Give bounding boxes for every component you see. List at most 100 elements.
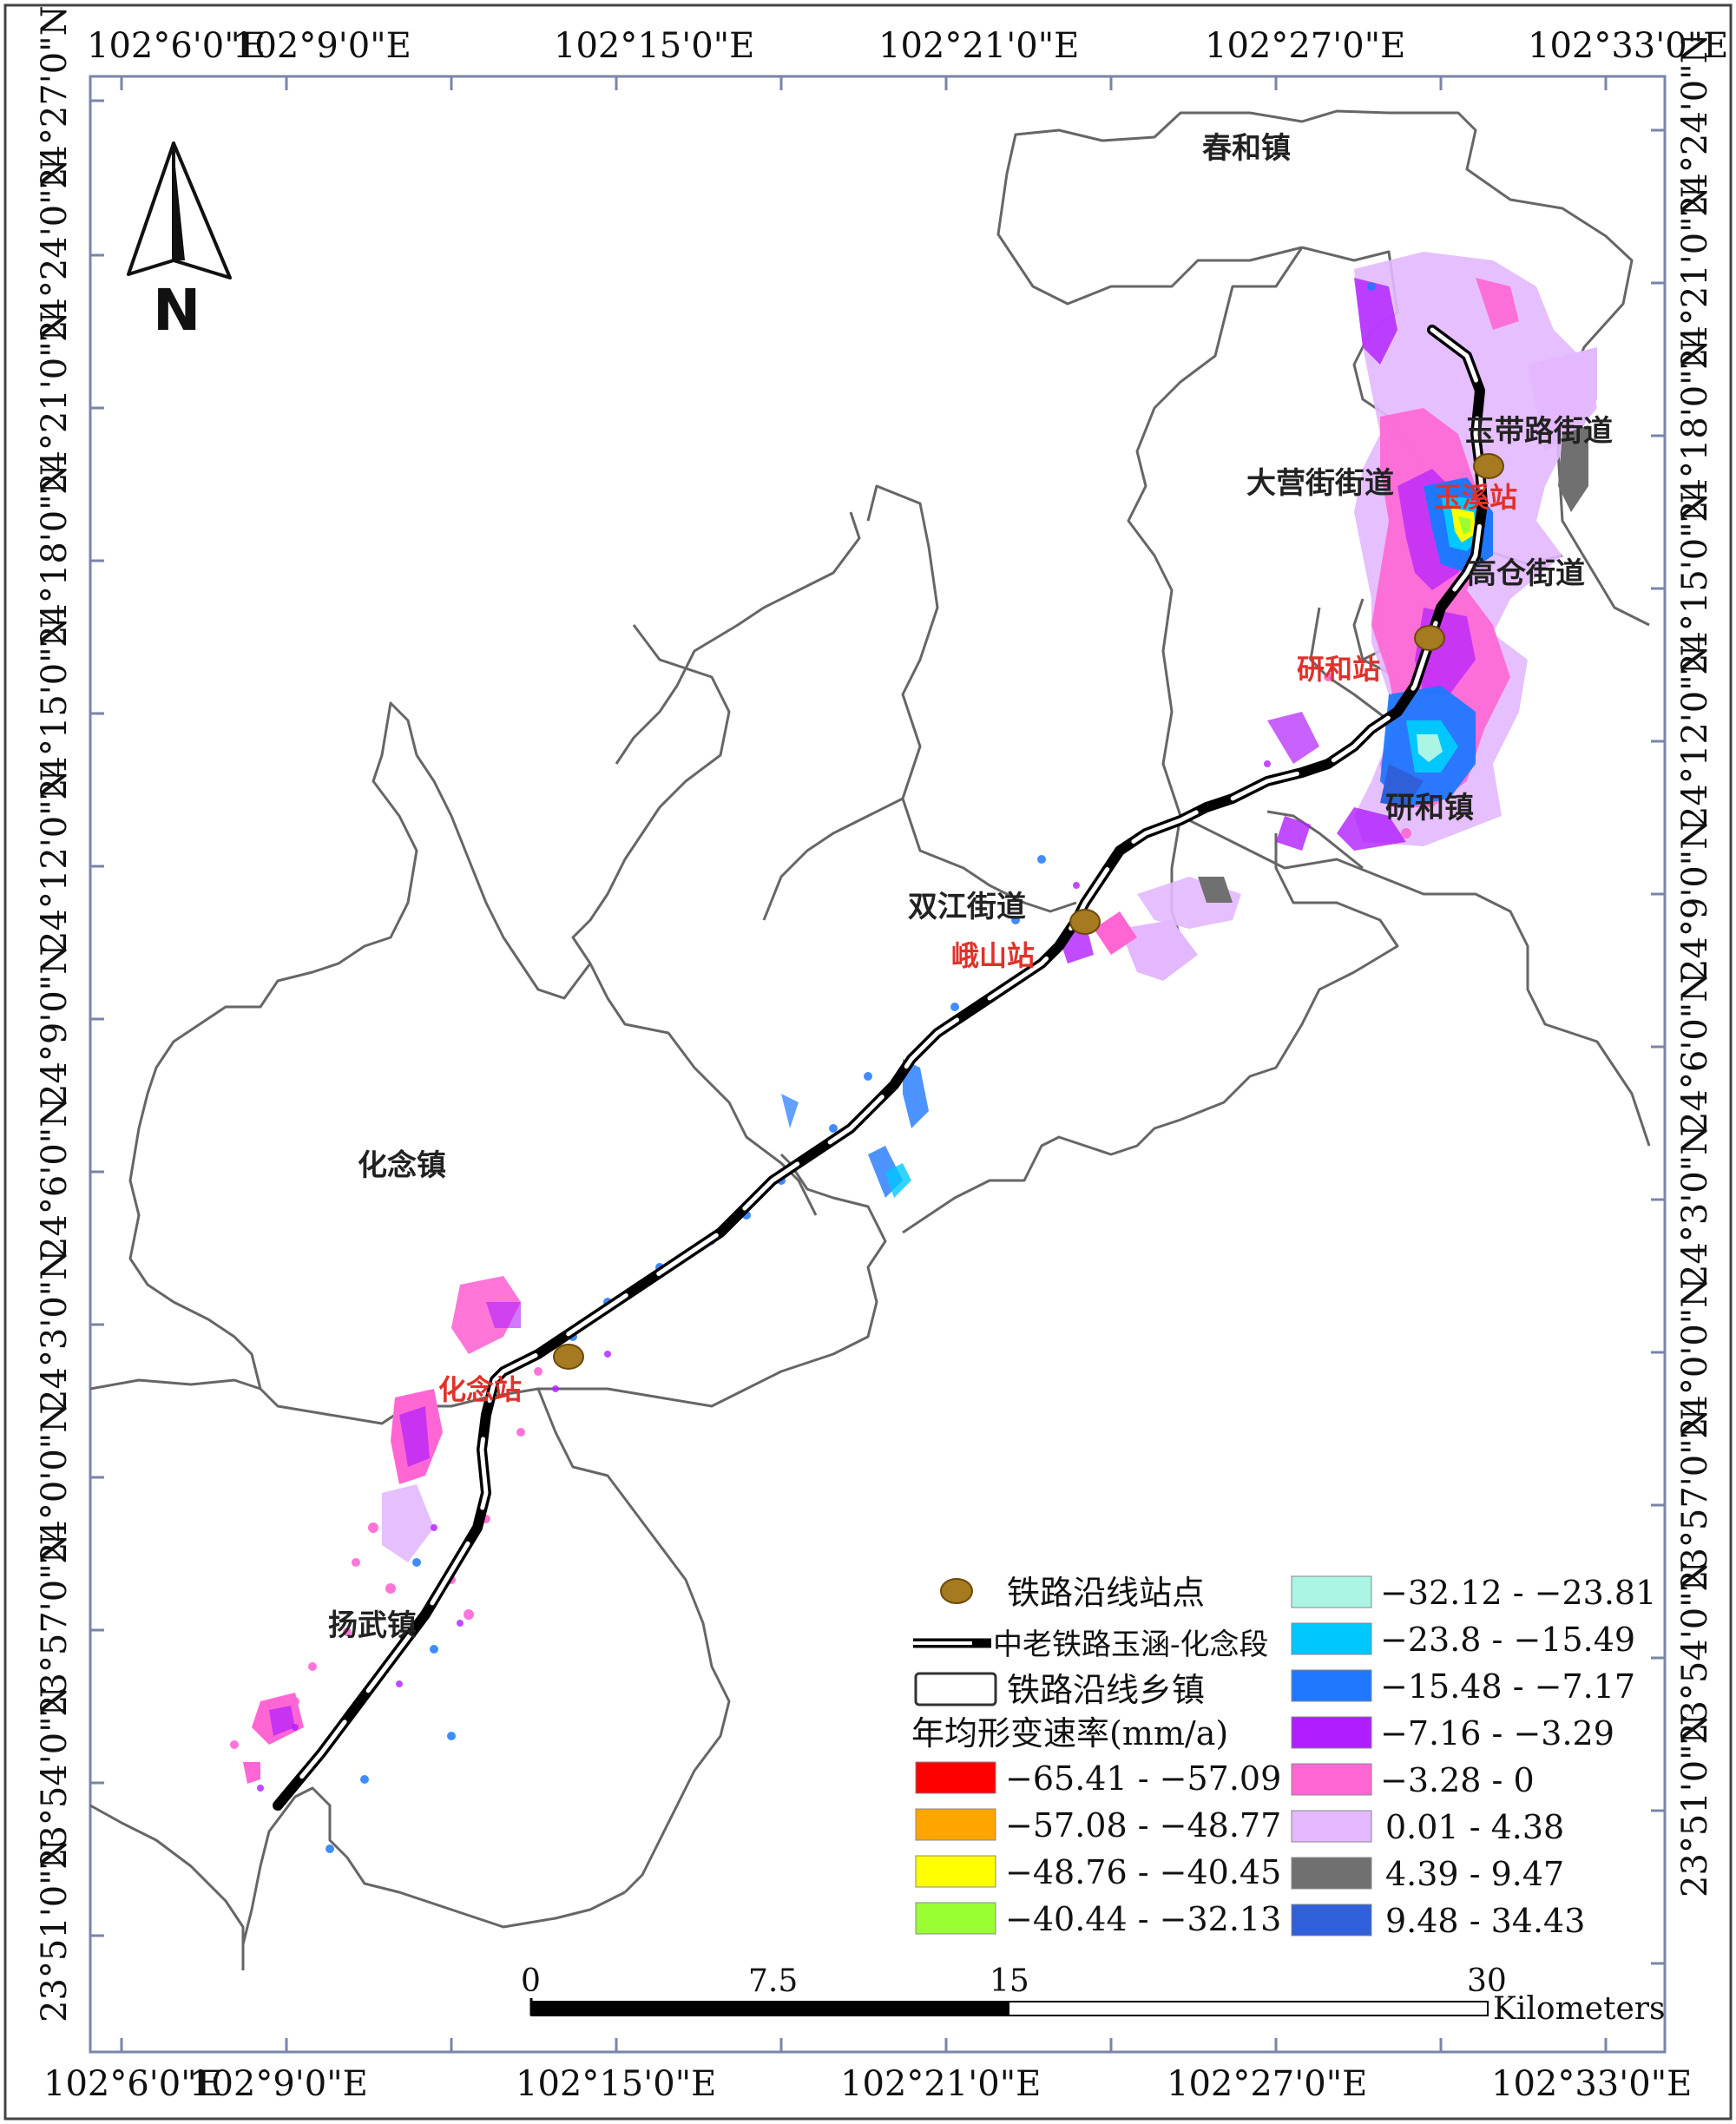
town-label: 双江街道 xyxy=(908,890,1026,924)
town-label: 化念镇 xyxy=(358,1148,446,1183)
scale-tick: 15 xyxy=(990,1963,1029,1999)
station-points xyxy=(553,453,1504,1370)
lon-label: 102°33'0"E xyxy=(1491,2064,1692,2104)
lat-label: 24°0'0"N xyxy=(35,1403,75,1564)
scale-tick: 0 xyxy=(521,1963,541,1999)
top-longitude-labels: 102°6'0"E 102°9'0"E 102°15'0"E 102°21'0"… xyxy=(87,26,1728,66)
lat-label: 23°51'0"N xyxy=(1675,1713,1715,1897)
legend-swatch xyxy=(915,1855,996,1888)
legend-swatch xyxy=(915,1902,996,1935)
legend-township-label: 铁路沿线乡镇 xyxy=(1007,1671,1205,1709)
station-point xyxy=(1414,625,1445,651)
lon-label: 102°6'0"E xyxy=(43,2064,222,2104)
legend-class-label: −48.76 - −40.45 xyxy=(1005,1853,1281,1891)
legend-class-label: −32.12 - −23.81 xyxy=(1380,1574,1656,1612)
scale-bar: 0 7.5 15 30 Kilometers xyxy=(521,1963,1666,2027)
lon-label: 102°15'0"E xyxy=(554,26,754,66)
scale-tick: 7.5 xyxy=(748,1963,798,1999)
legend-class-label: −23.8 - −15.49 xyxy=(1380,1621,1635,1659)
lat-label: 24°12'0"N xyxy=(35,769,75,953)
legend-class-label: −57.08 - −48.77 xyxy=(1005,1806,1281,1845)
legend-class-label: −65.41 - −57.09 xyxy=(1005,1759,1281,1798)
station-label: 峨山站 xyxy=(951,939,1035,972)
north-label: N xyxy=(153,277,201,344)
legend-swatch xyxy=(1291,1622,1372,1655)
lon-label: 102°9'0"E xyxy=(189,2064,368,2104)
legend-swatch xyxy=(1291,1763,1372,1796)
legend-class-label: −7.16 - −3.29 xyxy=(1380,1714,1614,1752)
scale-tick: 30 xyxy=(1467,1963,1507,1999)
legend-class-label: −40.44 - −32.13 xyxy=(1005,1900,1281,1938)
town-label: 研和镇 xyxy=(1385,791,1474,825)
north-arrow-icon: N xyxy=(127,141,232,344)
lon-label: 102°6'0"E xyxy=(87,26,266,66)
legend-township-swatch xyxy=(914,1672,997,1706)
legend-station-icon xyxy=(940,1578,973,1604)
lon-label: 102°27'0"E xyxy=(1167,2064,1367,2104)
legend: 铁路沿线站点 中老铁路玉涵-化念段 铁路沿线乡镇 年均形变速率(mm/a) −6… xyxy=(911,1574,1656,1940)
graticule-ticks xyxy=(90,76,1665,2052)
station-label: 化念站 xyxy=(438,1373,522,1406)
town-label: 玉带路街道 xyxy=(1465,414,1613,449)
station-labels: 玉溪站 研和站 峨山站 化念站 xyxy=(438,481,1517,1406)
lat-label: 24°21'0"N xyxy=(1675,186,1715,370)
lat-label: 24°27'0"N xyxy=(35,5,75,189)
legend-railway-label: 中老铁路玉涵-化念段 xyxy=(993,1628,1269,1662)
lat-label: 23°51'0"N xyxy=(35,1838,75,2022)
legend-station-label: 铁路沿线站点 xyxy=(1007,1574,1205,1612)
lat-label: 24°18'0"N xyxy=(1675,339,1715,523)
lat-label: 24°18'0"N xyxy=(35,464,75,648)
lat-label: 24°15'0"N xyxy=(1675,491,1715,675)
station-point xyxy=(1473,453,1504,479)
lat-label: 24°3'0"N xyxy=(35,1250,75,1411)
town-label: 大营街街道 xyxy=(1246,466,1394,501)
town-labels: 春和镇 玉带路街道 大营街街道 高仓街道 研和镇 双江街道 化念镇 扬武镇 xyxy=(328,131,1613,1643)
scale-unit: Kilometers xyxy=(1493,1991,1666,2027)
lat-label: 24°9'0"N xyxy=(1675,819,1715,981)
legend-swatch xyxy=(1291,1716,1372,1749)
left-latitude-labels: 24°27'0"N 24°24'0"N 24°21'0"N 24°18'0"N … xyxy=(35,5,75,2022)
lat-label: 24°15'0"N xyxy=(35,616,75,800)
legend-class-label: 0.01 - 4.38 xyxy=(1385,1808,1564,1846)
town-label: 扬武镇 xyxy=(328,1608,417,1643)
legend-swatch xyxy=(1291,1857,1372,1890)
lat-label: 24°12'0"N xyxy=(1675,644,1715,828)
legend-class-label: 9.48 - 34.43 xyxy=(1385,1902,1585,1940)
town-label: 高仓街道 xyxy=(1467,556,1585,591)
lat-label: 23°57'0"N xyxy=(35,1533,75,1717)
lat-label: 24°6'0"N xyxy=(35,1097,75,1259)
lat-label: 24°0'0"N xyxy=(1675,1278,1715,1439)
legend-class-label: −15.48 - −7.17 xyxy=(1380,1667,1635,1706)
lat-label: 24°21'0"N xyxy=(35,311,75,495)
legend-swatch xyxy=(915,1808,996,1841)
lat-label: 24°9'0"N xyxy=(35,944,75,1106)
lat-label: 23°54'0"N xyxy=(35,1686,75,1870)
lat-label: 24°3'0"N xyxy=(1675,1125,1715,1286)
legend-swatch xyxy=(1291,1810,1372,1843)
legend-swatch xyxy=(915,1761,996,1794)
town-label: 春和镇 xyxy=(1202,131,1291,166)
lon-label: 102°21'0"E xyxy=(840,2064,1041,2104)
station-point xyxy=(1069,909,1101,935)
lat-label: 23°57'0"N xyxy=(1675,1408,1715,1592)
lat-label: 24°6'0"N xyxy=(1675,972,1715,1134)
legend-class-label: 4.39 - 9.47 xyxy=(1385,1855,1564,1893)
lon-label: 102°21'0"E xyxy=(878,26,1079,66)
lat-label: 23°54'0"N xyxy=(1675,1561,1715,1745)
station-label: 研和站 xyxy=(1297,653,1380,686)
legend-swatch xyxy=(1291,1575,1372,1608)
legend-rate-title: 年均形变速率(mm/a) xyxy=(911,1714,1228,1752)
lat-label: 24°24'0"N xyxy=(35,158,75,342)
lon-label: 102°9'0"E xyxy=(233,26,411,66)
lon-label: 102°33'0"E xyxy=(1528,26,1728,66)
legend-swatch xyxy=(1291,1669,1372,1702)
lon-label: 102°27'0"E xyxy=(1205,26,1405,66)
legend-swatch xyxy=(1291,1904,1372,1937)
legend-class-label: −3.28 - 0 xyxy=(1380,1761,1535,1799)
station-label: 玉溪站 xyxy=(1434,481,1517,514)
station-point xyxy=(553,1344,584,1370)
lon-label: 102°15'0"E xyxy=(516,2064,716,2104)
right-latitude-labels: 24°24'0"N 24°21'0"N 24°18'0"N 24°15'0"N … xyxy=(1675,33,1715,1897)
bottom-longitude-labels: 102°6'0"E 102°9'0"E 102°15'0"E 102°21'0"… xyxy=(43,2064,1692,2104)
